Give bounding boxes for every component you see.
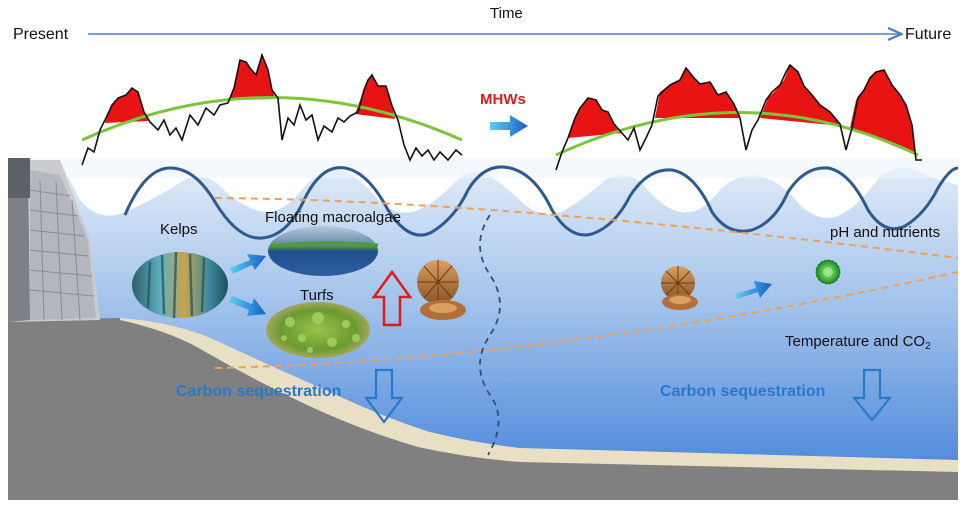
sea-surface-wave: [123, 165, 959, 240]
time-axis-label: Time: [490, 5, 523, 22]
carbon-sequestration-future-label: Carbon sequestration: [660, 383, 826, 400]
up-arrow-icon: [371, 269, 413, 327]
carbon-sequestration-present-label: Carbon sequestration: [176, 383, 342, 400]
floating-macroalgae-label: Floating macroalgae: [265, 209, 401, 226]
present-temperature-line: [81, 52, 463, 166]
seafloor: [8, 318, 958, 500]
kelp-to-turfs-arrow-icon: [229, 296, 266, 316]
temperature-co2-text: Temperature and CO: [785, 333, 926, 350]
down-arrow-icon-right: [851, 368, 893, 422]
future-label: Future: [905, 26, 952, 43]
future-mhws-chart: [555, 63, 922, 171]
kelps-label: Kelps: [160, 221, 198, 238]
sea-urchin-future-icon: [661, 266, 698, 310]
ph-nutrients-label: pH and nutrients: [830, 224, 941, 241]
mhws-label: MHWs: [480, 91, 526, 108]
present-mhws-chart: [81, 52, 463, 166]
present-climatology: [81, 96, 463, 142]
seawall-image: [8, 158, 100, 322]
urchin-to-plankton-arrow-icon: [735, 281, 772, 299]
sand-layer: [120, 318, 958, 472]
present-mhw-events: [105, 55, 395, 123]
future-mhw-events: [568, 65, 916, 155]
floating-macroalgae-image: [268, 226, 379, 276]
down-arrow-icon-left: [363, 368, 405, 424]
future-temperature-line: [555, 63, 922, 171]
temperature-co2-label: Temperature and CO2: [785, 334, 931, 352]
turfs-label: Turfs: [300, 287, 334, 304]
sea-urchin-icon: [417, 260, 466, 320]
turfs-image: [266, 302, 370, 358]
kelp-forest-image: [132, 251, 228, 319]
co2-subscript: 2: [925, 341, 931, 352]
transition-arrow-icon: [490, 115, 528, 137]
present-label: Present: [13, 26, 69, 43]
temperature-co2-trend-line: [214, 271, 959, 369]
present-future-divider: [479, 214, 501, 456]
phytoplankton-icon: [815, 259, 841, 285]
ph-nutrients-trend-line: [214, 197, 959, 259]
kelp-to-floating-arrow-icon: [230, 254, 266, 274]
